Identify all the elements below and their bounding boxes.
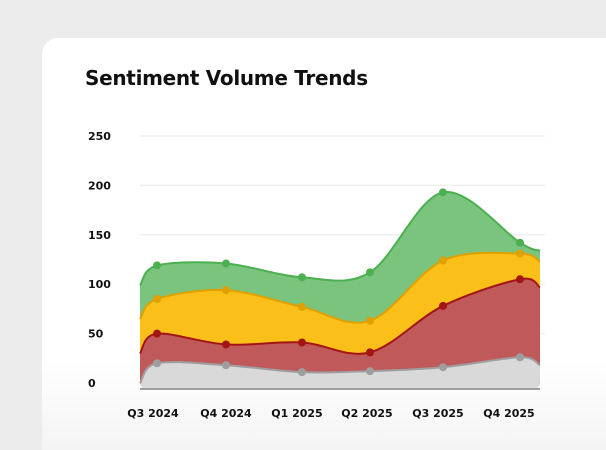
data-point[interactable] [439,256,447,265]
data-point[interactable] [366,367,374,376]
data-point[interactable] [366,268,374,277]
data-point[interactable] [439,301,447,310]
data-point[interactable] [516,249,524,258]
data-point[interactable] [222,361,230,370]
x-tick-label: Q1 2025 [271,407,322,420]
y-tick-label: 50 [88,328,104,341]
data-point[interactable] [516,275,524,284]
data-point[interactable] [222,340,230,349]
series-line-0 [139,356,541,384]
data-point[interactable] [439,363,447,372]
y-tick-label: 100 [88,278,111,291]
y-tick-label: 0 [88,377,96,390]
y-tick-label: 150 [88,229,111,242]
data-point[interactable] [153,359,161,368]
data-point[interactable] [298,273,306,282]
data-point[interactable] [298,368,306,377]
y-tick-label: 200 [88,179,111,192]
data-point[interactable] [516,238,524,247]
data-point[interactable] [298,302,306,311]
data-point[interactable] [153,261,161,270]
data-point[interactable] [516,353,524,362]
y-tick-label: 250 [88,130,111,143]
x-tick-label: Q3 2025 [412,407,463,420]
data-point[interactable] [222,259,230,268]
series-line-3 [139,191,541,287]
series-line-2 [139,251,541,324]
x-tick-label: Q2 2025 [341,407,392,420]
data-point[interactable] [222,286,230,295]
data-point[interactable] [439,188,447,197]
data-point[interactable] [153,295,161,304]
x-tick-label: Q3 2024 [127,407,179,420]
x-tick-label: Q4 2025 [483,407,534,420]
chart-title: Sentiment Volume Trends [85,66,368,90]
data-point[interactable] [153,329,161,338]
data-point[interactable] [366,316,374,325]
data-point[interactable] [366,348,374,357]
area-series-1 [140,278,540,389]
x-tick-label: Q4 2024 [200,407,252,420]
data-point[interactable] [298,338,306,347]
series-line-1 [139,277,541,355]
